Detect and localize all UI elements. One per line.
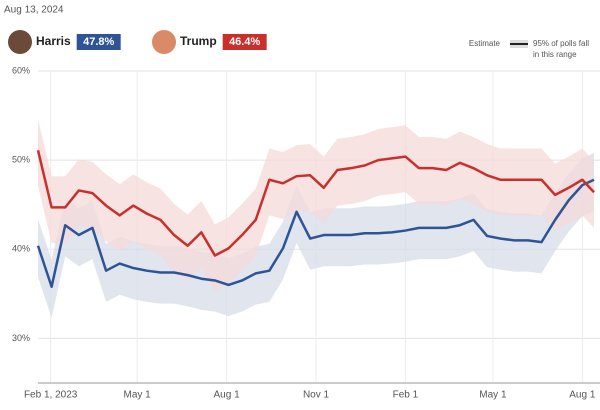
latest-value: 46.4% (229, 36, 260, 48)
x-tick-label: May 1 (124, 390, 152, 401)
harris-photo (8, 30, 32, 54)
trump-photo (152, 30, 176, 54)
y-tick-label: 30% (12, 333, 30, 343)
x-tick-label: Feb 1, 2023 (24, 390, 78, 401)
legend-band: 95% of polls fall (533, 39, 589, 48)
date: Aug 13, 2024 (4, 5, 64, 16)
legend-band: in this range (533, 50, 577, 59)
candidate-name: Trump (180, 34, 217, 48)
badge (76, 34, 121, 50)
x-tick-label: Aug 1 (214, 390, 241, 401)
x-tick-label: Feb 1 (393, 390, 419, 401)
candidate-name: Harris (36, 34, 71, 48)
legend-estimate: Estimate (469, 39, 501, 48)
y-tick-label: 60% (12, 65, 30, 75)
latest-value: 47.8% (83, 36, 114, 48)
y-tick-label: 40% (12, 244, 30, 254)
band (38, 153, 594, 318)
line (36, 178, 595, 288)
y-tick-label: 50% (12, 155, 30, 165)
x-tick-label: May 1 (479, 390, 507, 401)
line (36, 150, 595, 257)
x-tick-label: Aug 1 (569, 390, 596, 401)
band (38, 119, 594, 292)
x-tick-label: Nov 1 (303, 390, 330, 401)
badge (222, 34, 267, 50)
